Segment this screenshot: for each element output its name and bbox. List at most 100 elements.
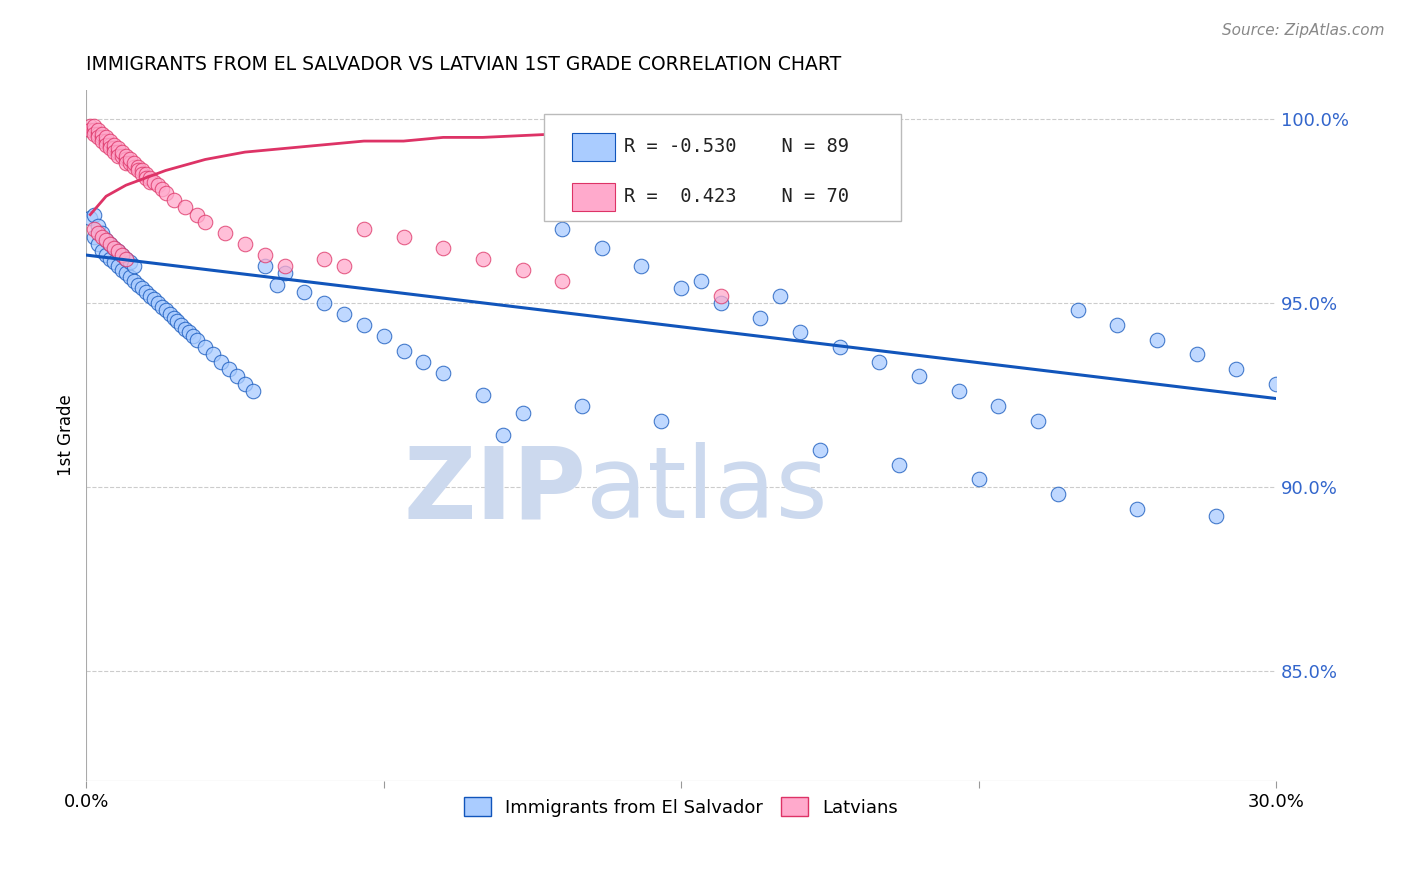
Point bbox=[83, 127, 105, 141]
Point bbox=[314, 252, 336, 266]
Point bbox=[179, 326, 201, 340]
Point bbox=[512, 262, 534, 277]
Point bbox=[333, 307, 356, 321]
Point bbox=[471, 388, 494, 402]
Point bbox=[967, 472, 990, 486]
Point bbox=[98, 237, 121, 252]
Point bbox=[1265, 376, 1288, 391]
Point bbox=[373, 329, 395, 343]
Point bbox=[94, 130, 117, 145]
Point bbox=[103, 255, 125, 269]
FancyBboxPatch shape bbox=[572, 183, 614, 211]
Point bbox=[1107, 318, 1129, 332]
Point bbox=[131, 163, 153, 178]
Point bbox=[808, 442, 831, 457]
Point bbox=[118, 156, 141, 170]
Point bbox=[111, 248, 134, 262]
Point bbox=[98, 137, 121, 152]
Point bbox=[83, 120, 105, 134]
Point bbox=[948, 384, 970, 399]
Point bbox=[868, 355, 890, 369]
Point bbox=[103, 145, 125, 160]
Point bbox=[209, 355, 232, 369]
Point bbox=[1185, 347, 1208, 361]
Point bbox=[630, 259, 652, 273]
Y-axis label: 1st Grade: 1st Grade bbox=[58, 394, 75, 476]
Point bbox=[1026, 414, 1049, 428]
Point bbox=[91, 244, 114, 259]
Point bbox=[273, 267, 295, 281]
Point bbox=[87, 127, 110, 141]
Point bbox=[432, 366, 454, 380]
Text: R =  0.423    N = 70: R = 0.423 N = 70 bbox=[624, 187, 849, 206]
Point bbox=[131, 167, 153, 181]
Point bbox=[122, 259, 145, 273]
Point bbox=[131, 281, 153, 295]
Point bbox=[118, 255, 141, 269]
Point bbox=[98, 134, 121, 148]
Point bbox=[1066, 303, 1088, 318]
Point bbox=[412, 355, 434, 369]
Point bbox=[150, 300, 173, 314]
Point bbox=[94, 137, 117, 152]
Point bbox=[353, 318, 375, 332]
Text: R = -0.530    N = 89: R = -0.530 N = 89 bbox=[624, 137, 849, 156]
Point bbox=[87, 123, 110, 137]
Text: IMMIGRANTS FROM EL SALVADOR VS LATVIAN 1ST GRADE CORRELATION CHART: IMMIGRANTS FROM EL SALVADOR VS LATVIAN 1… bbox=[86, 55, 842, 74]
Point bbox=[512, 406, 534, 420]
Point bbox=[226, 369, 249, 384]
Legend: Immigrants from El Salvador, Latvians: Immigrants from El Salvador, Latvians bbox=[457, 790, 905, 824]
Point bbox=[135, 167, 157, 181]
Point bbox=[91, 127, 114, 141]
Point bbox=[111, 149, 134, 163]
Point bbox=[159, 307, 181, 321]
Point bbox=[127, 163, 149, 178]
Point bbox=[115, 156, 138, 170]
Point bbox=[94, 134, 117, 148]
Point bbox=[146, 296, 169, 310]
Point bbox=[107, 141, 129, 155]
Point bbox=[314, 296, 336, 310]
Point bbox=[333, 259, 356, 273]
Point bbox=[103, 241, 125, 255]
Point bbox=[103, 241, 125, 255]
Point bbox=[242, 384, 264, 399]
Point bbox=[115, 267, 138, 281]
Text: atlas: atlas bbox=[586, 442, 828, 539]
Point bbox=[94, 233, 117, 247]
Point bbox=[471, 252, 494, 266]
Point bbox=[115, 252, 138, 266]
Point bbox=[170, 318, 193, 332]
Point bbox=[98, 237, 121, 252]
Point bbox=[142, 175, 165, 189]
Point bbox=[115, 252, 138, 266]
Point bbox=[432, 241, 454, 255]
Point bbox=[83, 123, 105, 137]
Point bbox=[91, 229, 114, 244]
Point bbox=[79, 120, 101, 134]
Point bbox=[111, 248, 134, 262]
Point bbox=[107, 145, 129, 160]
Point bbox=[111, 145, 134, 160]
Point bbox=[107, 244, 129, 259]
Point bbox=[789, 326, 811, 340]
Point bbox=[551, 222, 574, 236]
Point bbox=[749, 310, 772, 325]
Point bbox=[115, 153, 138, 167]
Point bbox=[571, 399, 593, 413]
Point bbox=[115, 149, 138, 163]
Point bbox=[107, 149, 129, 163]
Point bbox=[1126, 501, 1149, 516]
Point bbox=[98, 141, 121, 155]
Point bbox=[79, 123, 101, 137]
Point bbox=[1046, 487, 1069, 501]
Text: Source: ZipAtlas.com: Source: ZipAtlas.com bbox=[1222, 23, 1385, 38]
Point bbox=[103, 141, 125, 155]
Point bbox=[214, 226, 236, 240]
Text: ZIP: ZIP bbox=[404, 442, 586, 539]
Point bbox=[162, 310, 184, 325]
Point bbox=[127, 277, 149, 292]
Point bbox=[253, 248, 276, 262]
Point bbox=[253, 259, 276, 273]
Point bbox=[183, 329, 205, 343]
